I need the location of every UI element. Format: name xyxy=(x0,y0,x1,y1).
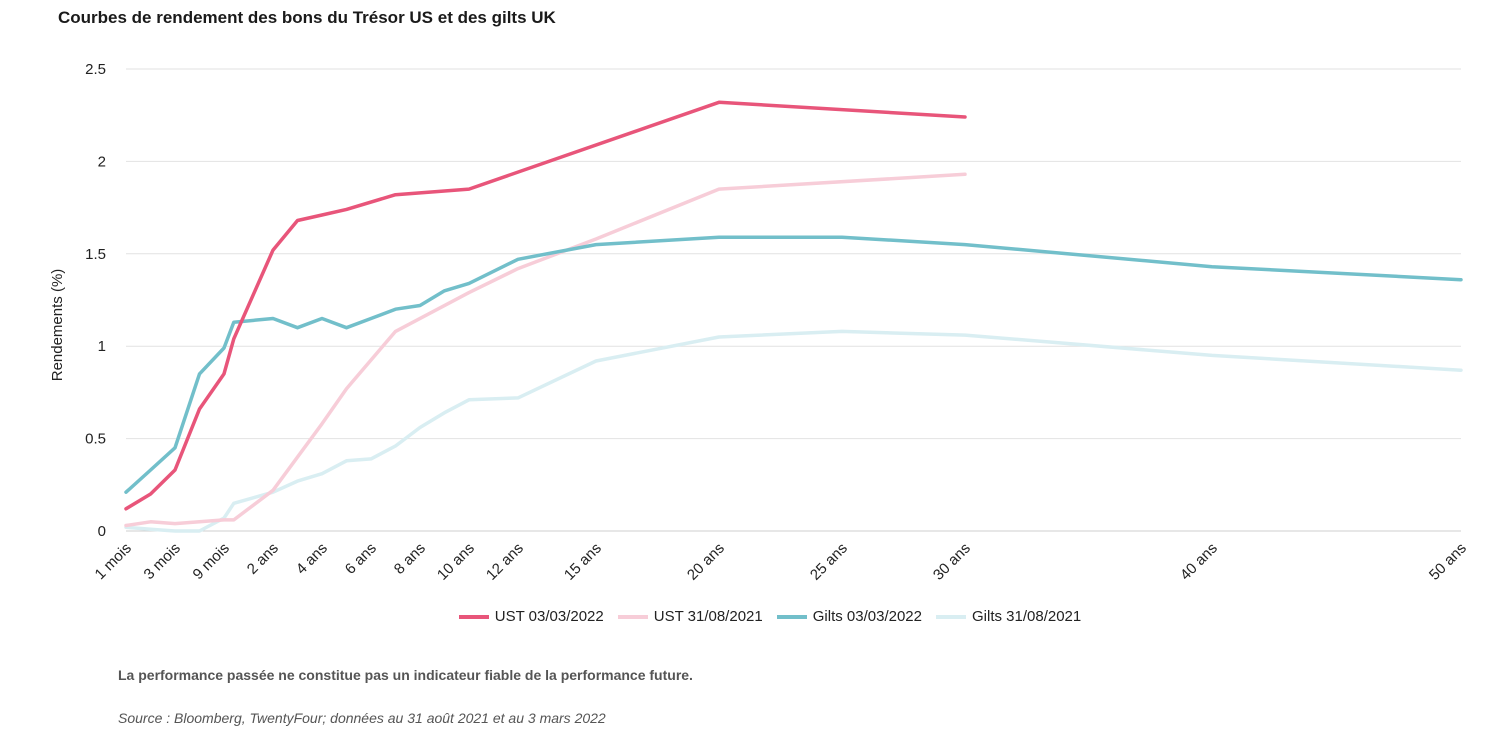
x-tick-label: 10 ans xyxy=(434,540,478,584)
x-tick-label: 40 ans xyxy=(1177,540,1221,584)
series-lines xyxy=(124,100,1463,533)
legend-swatch xyxy=(458,614,489,619)
legend-swatch xyxy=(935,614,966,619)
series-line-3 xyxy=(124,235,1463,494)
y-tick-label: 0 xyxy=(98,523,106,540)
x-tick-label: 15 ans xyxy=(561,540,605,584)
legend-item: Gilts 31/08/2021 xyxy=(935,608,1082,625)
x-tick-label: 3 mois xyxy=(141,540,184,583)
x-tick-label: 8 ans xyxy=(391,540,429,578)
legend-swatch xyxy=(617,614,648,619)
x-tick-label: 2 ans xyxy=(244,540,282,578)
series-line-4 xyxy=(124,329,1463,533)
y-axis-ticks: 0 0.5 1 1.5 2 2.5 xyxy=(85,61,106,540)
y-tick-label: 0.5 xyxy=(85,431,106,448)
x-tick-label: 50 ans xyxy=(1426,540,1470,584)
x-tick-label: 9 mois xyxy=(190,540,233,583)
disclaimer-text: La performance passée ne constitue pas u… xyxy=(118,667,693,683)
y-tick-label: 1 xyxy=(98,338,106,355)
x-tick-label: 20 ans xyxy=(684,540,728,584)
chart-legend: UST 03/03/2022 UST 31/08/2021 Gilts 03/03/… xyxy=(0,608,1500,625)
series-line-1 xyxy=(124,100,967,511)
x-tick-label: 4 ans xyxy=(293,540,331,578)
chart-title: Courbes de rendement des bons du Trésor … xyxy=(58,8,556,27)
gridlines xyxy=(126,68,1461,532)
y-tick-label: 2 xyxy=(98,153,106,170)
legend-label: Gilts 31/08/2021 xyxy=(971,608,1082,625)
x-tick-label: 30 ans xyxy=(930,540,974,584)
x-tick-label: 12 ans xyxy=(483,540,527,584)
x-tick-label: 25 ans xyxy=(807,540,851,584)
y-axis-label: Rendements (%) xyxy=(49,269,66,382)
series-line-2 xyxy=(124,172,967,528)
legend-label: UST 03/03/2022 xyxy=(494,608,604,625)
x-axis-ticks: 1 mois 3 mois 9 mois 2 ans 4 ans 6 ans 8 ans 10… xyxy=(92,540,1470,584)
x-tick-label: 6 ans xyxy=(342,540,380,578)
x-tick-label: 1 mois xyxy=(92,540,135,583)
legend-label: UST 31/08/2021 xyxy=(653,608,763,625)
legend-label: Gilts 03/03/2022 xyxy=(812,608,922,625)
source-text: Source : Bloomberg, TwentyFour; données … xyxy=(118,710,606,726)
y-tick-label: 2.5 xyxy=(85,61,106,78)
y-tick-label: 1.5 xyxy=(85,246,106,263)
legend-item: Gilts 03/03/2022 xyxy=(776,608,922,625)
legend-item: UST 31/08/2021 xyxy=(617,608,763,625)
legend-swatch xyxy=(776,614,807,619)
legend-item: UST 03/03/2022 xyxy=(458,608,604,625)
yield-curve-chart: 0 0.5 1 1.5 2 2.5 1 mois 3 mois 9 mois 2 ans 4 an… xyxy=(49,61,1470,584)
